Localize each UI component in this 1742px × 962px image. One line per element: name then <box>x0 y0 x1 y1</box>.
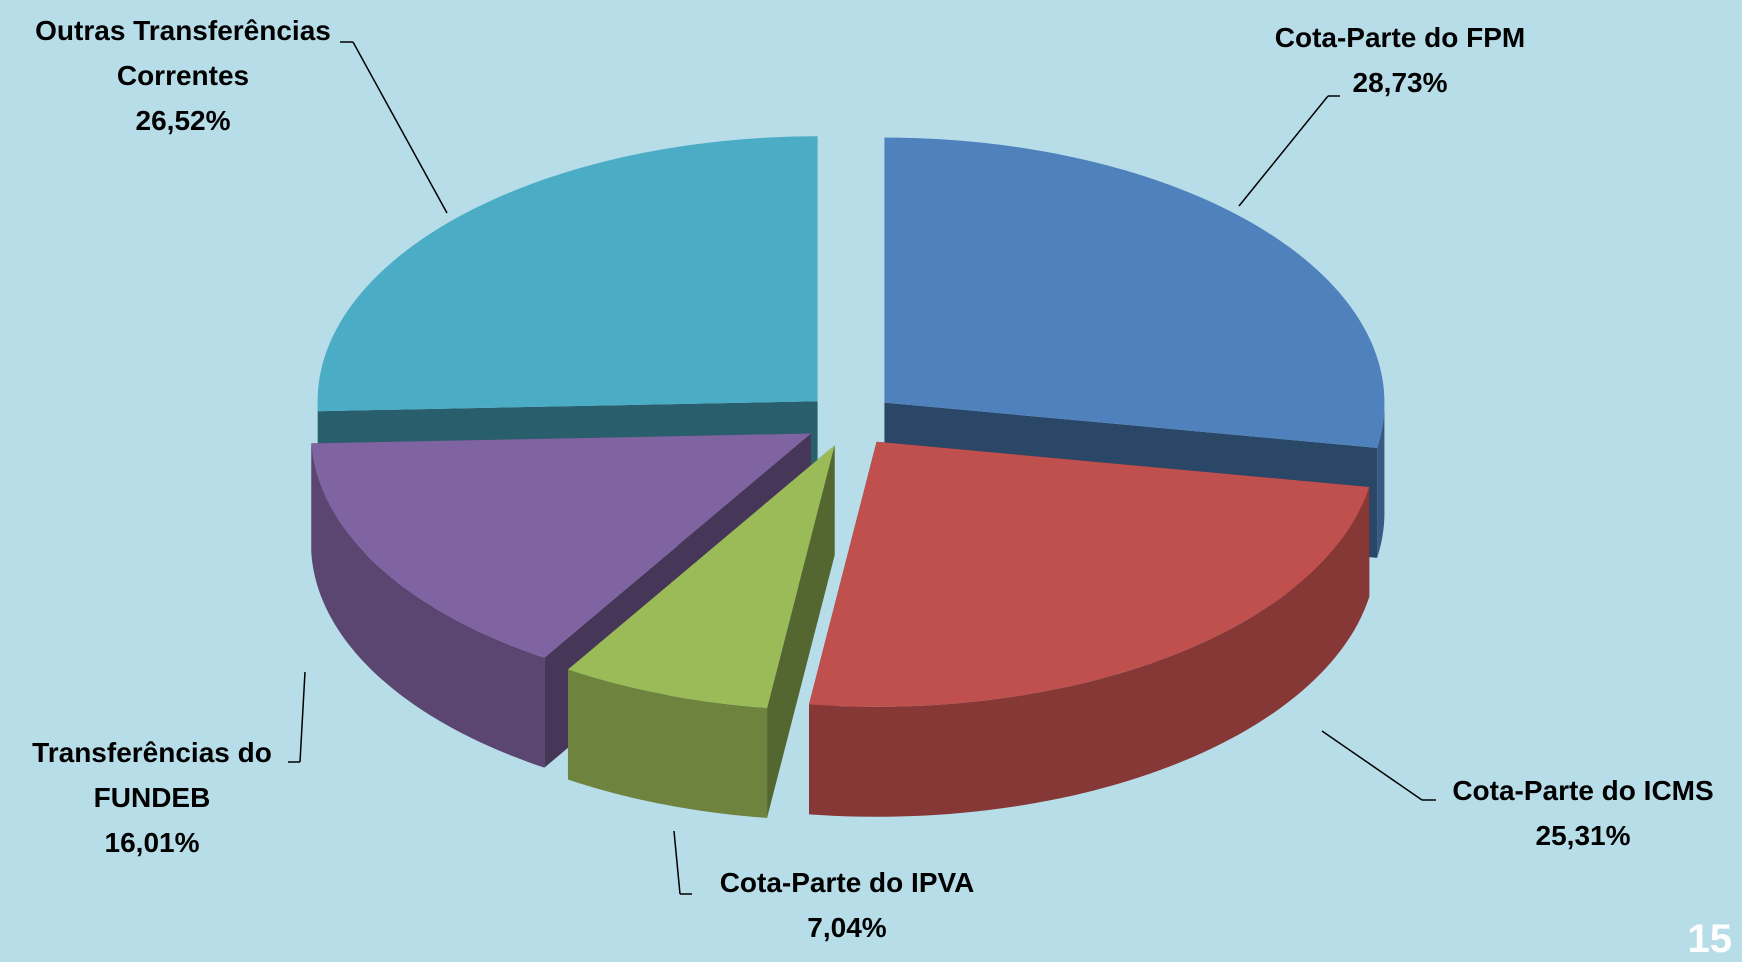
leader-line <box>353 42 447 213</box>
value-label: 26,52% <box>3 98 363 143</box>
value-label: 25,31% <box>1373 813 1742 858</box>
category-label: Transferências do FUNDEB <box>7 730 297 820</box>
value-label: 28,73% <box>1190 60 1610 105</box>
leader-line <box>300 672 305 762</box>
value-label: 16,01% <box>7 820 297 865</box>
value-label: 7,04% <box>637 905 1057 950</box>
page-number: 15 <box>1688 917 1733 962</box>
category-label: Cota-Parte do FPM <box>1190 15 1610 60</box>
slice <box>884 138 1384 448</box>
slice <box>318 136 818 411</box>
category-label: Cota-Parte do ICMS <box>1373 768 1742 813</box>
category-label: Outras Transferências Correntes <box>3 8 363 98</box>
leader-line <box>1239 96 1328 206</box>
category-label: Cota-Parte do IPVA <box>637 860 1057 905</box>
